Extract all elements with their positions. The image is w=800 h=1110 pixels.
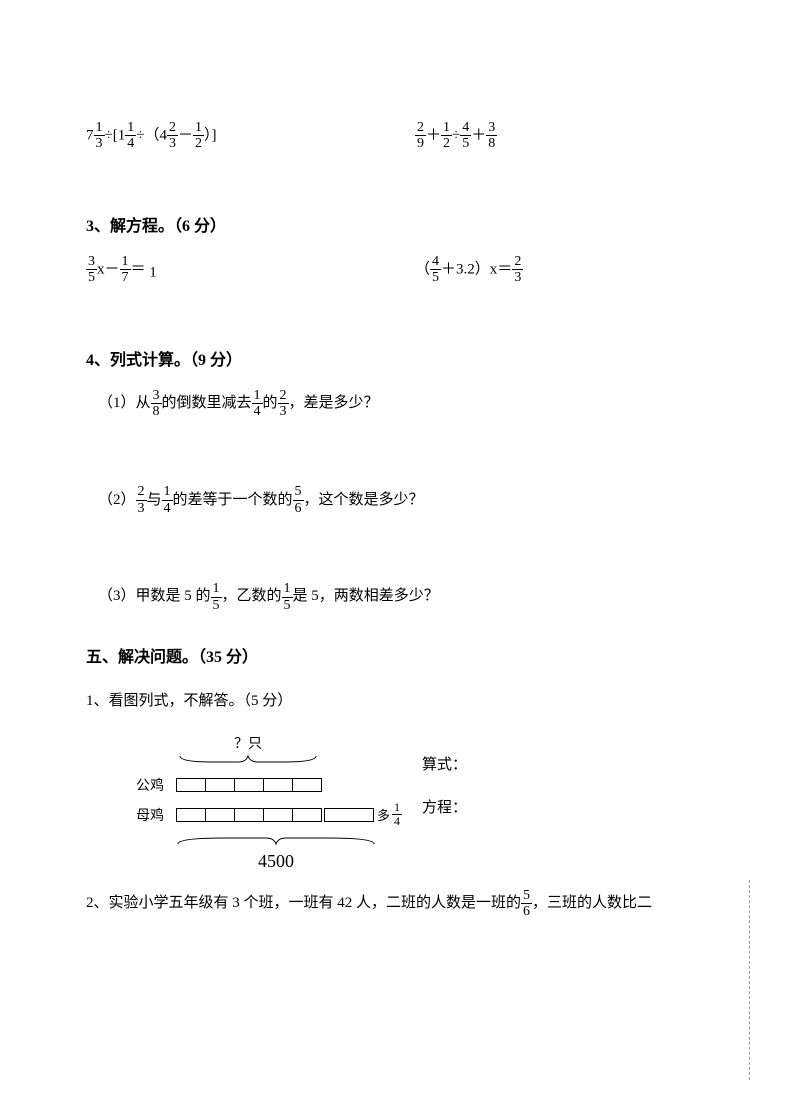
bottom-number: 4500 bbox=[176, 851, 376, 872]
question-4-1: （1）从38的倒数里减去14的23，差是多少？ bbox=[98, 388, 744, 420]
equation-1: 35x－17＝ 1 bbox=[86, 254, 415, 286]
extra-label: 多 bbox=[377, 805, 390, 824]
op: ＋ bbox=[471, 127, 486, 143]
rhs: 1 bbox=[149, 264, 157, 280]
row2-label: 母鸡 bbox=[136, 805, 176, 825]
expression-2: 29＋12÷45＋38 bbox=[415, 120, 744, 152]
plus: ＋ bbox=[441, 261, 456, 277]
eq: ＝ bbox=[497, 261, 512, 277]
fraction: 38 bbox=[151, 388, 162, 420]
row2-bar: 多 14 bbox=[176, 801, 402, 828]
text: ，差是多少？ bbox=[289, 391, 379, 412]
fraction: 45 bbox=[430, 254, 441, 286]
equation-2: （45＋3.2）x＝23 bbox=[415, 254, 744, 286]
eq: ＝ bbox=[131, 261, 146, 277]
text: 的倒数里减去 bbox=[162, 391, 252, 412]
op: ÷ bbox=[452, 127, 460, 143]
expression-1: 713÷[114÷（423－12）] bbox=[86, 120, 415, 152]
close: ） bbox=[475, 261, 490, 277]
open: （ bbox=[415, 261, 430, 277]
page-fold-line bbox=[749, 880, 750, 1080]
fraction: 15 bbox=[211, 581, 222, 613]
text: （2） bbox=[98, 488, 136, 509]
op: ＋ bbox=[426, 127, 441, 143]
text: 与 bbox=[147, 488, 162, 509]
op: － bbox=[178, 127, 193, 143]
var: x bbox=[97, 261, 105, 277]
fraction: 23 bbox=[136, 484, 147, 516]
top-brace-label: ？只 bbox=[178, 733, 318, 769]
formula-label: 算式： bbox=[422, 753, 467, 774]
section-5-heading: 五、解决问题。（35 分） bbox=[86, 643, 744, 667]
fraction: 12 bbox=[193, 120, 204, 152]
row1-bar bbox=[176, 778, 322, 792]
close: ）] bbox=[204, 127, 217, 143]
int: 7 bbox=[86, 127, 94, 143]
question-4-3: （3）甲数是 5 的15，乙数的15是 5，两数相差多少？ bbox=[98, 581, 744, 613]
fraction: 13 bbox=[94, 120, 105, 152]
int: 4 bbox=[159, 127, 167, 143]
brace-icon bbox=[178, 754, 318, 764]
text: （1）从 bbox=[98, 391, 151, 412]
fraction: 17 bbox=[120, 254, 131, 286]
fraction: 14 bbox=[252, 388, 263, 420]
brace-icon bbox=[176, 836, 376, 846]
fraction: 38 bbox=[486, 120, 497, 152]
fraction: 14 bbox=[392, 801, 402, 828]
int: 1 bbox=[118, 127, 126, 143]
text: 2、实验小学五年级有 3 个班，一班有 42 人，二班的人数是一班的 bbox=[86, 895, 521, 911]
fraction: 23 bbox=[278, 388, 289, 420]
fraction: 15 bbox=[282, 581, 293, 613]
bar-diagram: ？只 公鸡 母鸡 多 14 bbox=[136, 733, 744, 872]
section-3-heading: 3、解方程。（6 分） bbox=[86, 212, 744, 236]
fraction: 23 bbox=[512, 254, 523, 286]
expression-row-1: 713÷[114÷（423－12）] 29＋12÷45＋38 bbox=[86, 120, 744, 152]
op: ÷[ bbox=[105, 127, 118, 143]
op: ÷（ bbox=[136, 127, 159, 143]
row1-label: 公鸡 bbox=[136, 775, 176, 795]
question-5-1: 1、看图列式，不解答。（5 分） bbox=[86, 685, 744, 718]
fraction: 12 bbox=[441, 120, 452, 152]
text: ，三班的人数比二 bbox=[532, 895, 652, 911]
text: （3）甲数是 5 的 bbox=[98, 584, 211, 605]
section-4-heading: 4、列式计算。（9 分） bbox=[86, 346, 744, 370]
num: 3.2 bbox=[456, 261, 475, 277]
fraction: 45 bbox=[460, 120, 471, 152]
fraction: 56 bbox=[521, 888, 532, 920]
fraction: 14 bbox=[125, 120, 136, 152]
fraction: 35 bbox=[86, 254, 97, 286]
op: － bbox=[105, 261, 120, 277]
fraction: 56 bbox=[293, 484, 304, 516]
equation-row: 35x－17＝ 1 （45＋3.2）x＝23 bbox=[86, 254, 744, 286]
question-4-2: （2）23与14的差等于一个数的56，这个数是多少？ bbox=[98, 484, 744, 516]
fraction: 29 bbox=[415, 120, 426, 152]
question-5-2: 2、实验小学五年级有 3 个班，一班有 42 人，二班的人数是一班的56，三班的… bbox=[86, 887, 744, 920]
text: 是 5，两数相差多少？ bbox=[293, 584, 439, 605]
equation-label: 方程： bbox=[422, 796, 467, 817]
fraction: 23 bbox=[167, 120, 178, 152]
text: 的 bbox=[263, 391, 278, 412]
fraction: 14 bbox=[162, 484, 173, 516]
text: ，乙数的 bbox=[222, 584, 282, 605]
text: 的差等于一个数的 bbox=[173, 488, 293, 509]
bottom-brace: 4500 bbox=[176, 834, 376, 872]
text: ，这个数是多少？ bbox=[304, 488, 424, 509]
